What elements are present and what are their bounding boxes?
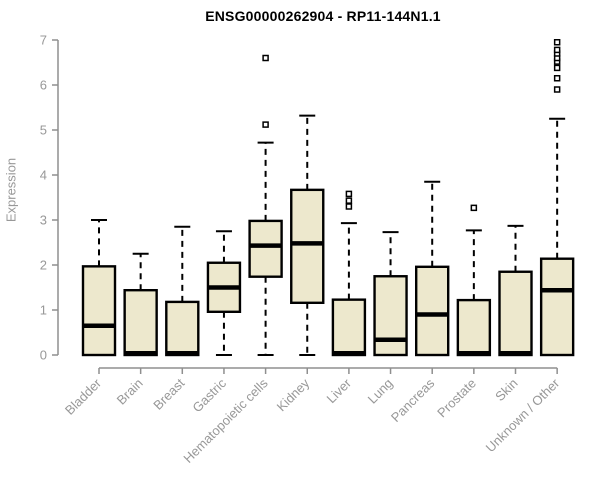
y-tick-label: 4: [40, 168, 47, 183]
outlier-liver: [345, 197, 353, 204]
x-tick-label-lung: Lung: [365, 376, 396, 407]
box-kidney: [290, 188, 325, 305]
outlier-unknown-other: [553, 46, 561, 54]
x-tick-label-brain: Brain: [114, 376, 146, 408]
y-tick-label: 1: [40, 303, 47, 318]
box-breast: [165, 300, 200, 357]
box-skin: [498, 270, 533, 357]
y-tick-label: 2: [40, 258, 47, 273]
outlier-prostate: [470, 204, 478, 212]
box-prostate: [456, 298, 492, 357]
outlier-unknown-other: [553, 39, 561, 46]
x-tick-label-prostate: Prostate: [434, 376, 479, 421]
outlier-hematopoietic-cells: [262, 121, 269, 128]
outlier-hematopoietic-cells: [262, 54, 269, 62]
outlier-liver: [345, 190, 353, 198]
x-tick-label-bladder: Bladder: [62, 375, 105, 418]
outlier-unknown-other: [553, 86, 561, 93]
x-tick-label-unknown-other: Unknown / Other: [483, 375, 563, 455]
chart-title: ENSG00000262904 - RP11-144N1.1: [205, 8, 441, 24]
x-tick-label-gastric: Gastric: [189, 375, 229, 415]
box-brain: [123, 289, 158, 357]
box-bladder: [81, 265, 117, 357]
box-pancreas: [415, 265, 450, 357]
y-tick-label: 7: [40, 33, 47, 48]
box-hematopoietic-cells: [248, 219, 283, 278]
y-tick-label: 6: [40, 78, 47, 93]
box-unknown-other: [539, 257, 575, 357]
outlier-unknown-other: [553, 64, 561, 72]
x-tick-label-breast: Breast: [150, 375, 187, 412]
y-tick-label: 3: [40, 213, 47, 228]
outlier-liver: [345, 203, 353, 210]
x-tick-label-pancreas: Pancreas: [388, 375, 438, 425]
y-tick-label: 0: [40, 348, 47, 363]
box-liver: [331, 298, 367, 357]
y-tick-label: 5: [40, 123, 47, 138]
x-tick-label-kidney: Kidney: [274, 375, 313, 414]
outlier-unknown-other: [553, 75, 561, 82]
x-tick-label-liver: Liver: [323, 375, 354, 406]
x-tick-label-skin: Skin: [492, 376, 520, 404]
box-lung: [373, 275, 408, 357]
